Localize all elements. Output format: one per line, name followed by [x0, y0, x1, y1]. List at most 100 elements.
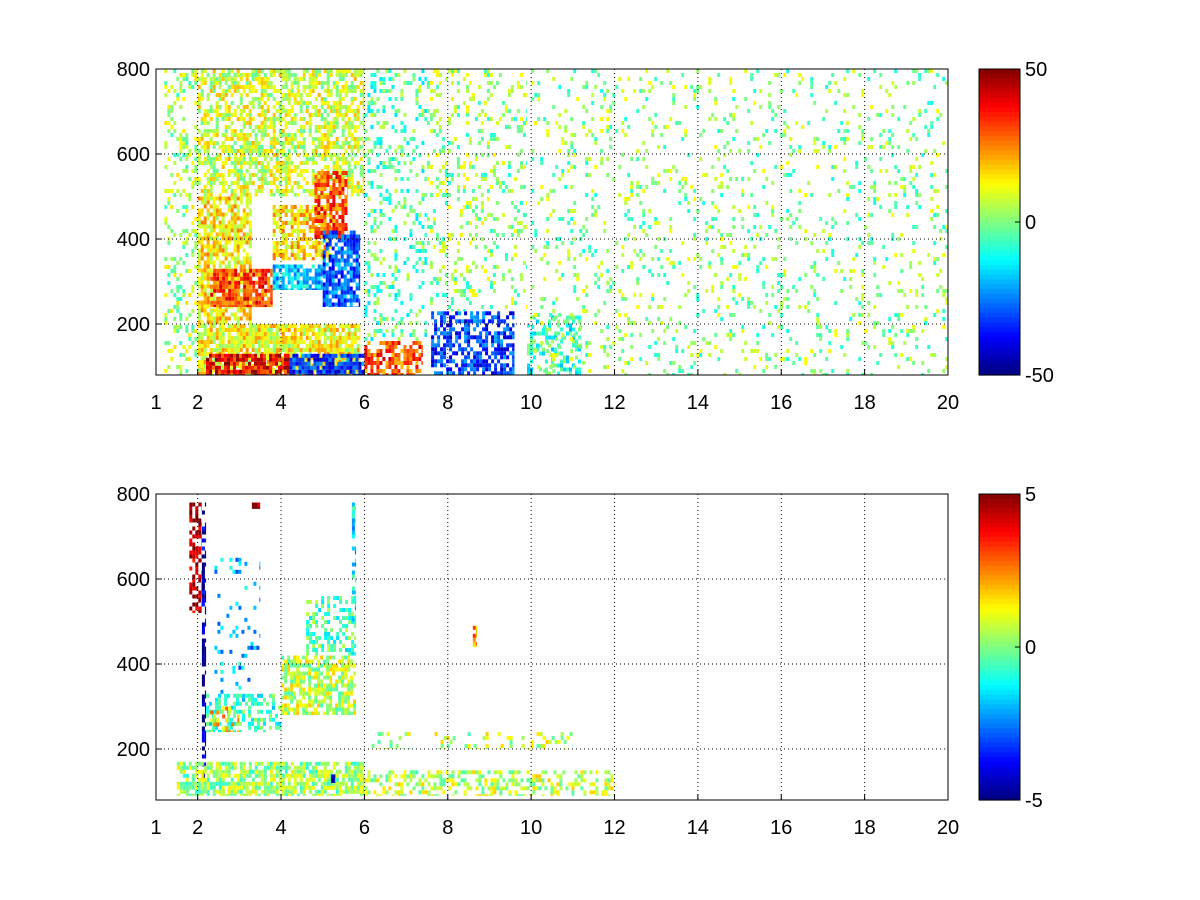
heatmap-cell: [261, 276, 265, 281]
heatmap-cell: [290, 284, 294, 289]
heatmap-cell: [260, 324, 264, 328]
heatmap-cell: [170, 85, 174, 89]
heatmap-cell: [182, 289, 186, 293]
heatmap-cell: [329, 89, 333, 93]
heatmap-cell: [284, 161, 288, 165]
heatmap-cell: [320, 241, 324, 245]
heatmap-cell: [263, 353, 266, 358]
heatmap-cell: [438, 149, 442, 153]
heatmap-cell: [536, 343, 539, 348]
heatmap-cell: [326, 324, 330, 328]
heatmap-cell: [176, 277, 180, 281]
heatmap-cell: [489, 133, 493, 137]
heatmap-cell: [212, 224, 216, 229]
heatmap-cell: [350, 149, 354, 153]
heatmap-cell: [239, 129, 243, 133]
heatmap-cell: [585, 81, 589, 85]
heatmap-cell: [364, 221, 368, 225]
heatmap-cell: [506, 323, 510, 328]
heatmap-cell: [295, 357, 299, 362]
heatmap-cell: [352, 369, 356, 374]
heatmap-cell: [343, 361, 347, 366]
heatmap-cell: [328, 274, 332, 279]
heatmap-cell: [314, 231, 318, 235]
heatmap-cell: [224, 101, 228, 105]
heatmap-cell: [221, 212, 225, 217]
heatmap-cell: [200, 69, 204, 73]
heatmap-cell: [219, 272, 223, 277]
heatmap-cell: [335, 89, 339, 93]
heatmap-cell: [248, 272, 252, 277]
heatmap-cell: [218, 336, 222, 340]
heatmap-cell: [358, 270, 361, 275]
heatmap-cell: [621, 293, 625, 297]
heatmap-cell: [512, 367, 515, 372]
heatmap-cell: [182, 293, 186, 297]
heatmap-cell: [403, 81, 407, 85]
heatmap-cell: [284, 241, 288, 245]
heatmap-cell: [316, 361, 320, 366]
heatmap-cell: [233, 220, 237, 225]
heatmap-cell: [560, 359, 563, 364]
heatmap-cell: [461, 371, 465, 376]
heatmap-cell: [239, 316, 243, 321]
heatmap-cell: [266, 340, 270, 344]
heatmap-cell: [230, 284, 234, 289]
heatmap-cell: [367, 149, 371, 153]
heatmap-cell: [429, 265, 433, 269]
heatmap-cell: [203, 308, 207, 313]
heatmap-cell: [296, 328, 300, 332]
heatmap-cell: [437, 359, 441, 364]
heatmap-cell: [200, 161, 204, 165]
heatmap-cell: [400, 177, 404, 181]
heatmap-cell: [364, 305, 368, 309]
heatmap-cell: [479, 335, 483, 340]
heatmap-cell: [316, 373, 320, 376]
heatmap-cell: [215, 117, 219, 121]
heatmap-cell: [367, 105, 371, 109]
heatmap-cell: [275, 89, 279, 93]
heatmap-cell: [353, 129, 357, 133]
heatmap-cell: [206, 244, 210, 249]
heatmap-cell: [200, 284, 204, 289]
heatmap-cell: [296, 340, 300, 344]
heatmap-cell: [221, 161, 225, 165]
heatmap-cell: [415, 101, 419, 105]
heatmap-cell: [251, 328, 255, 332]
heatmap-cell: [328, 369, 332, 374]
heatmap-cell: [364, 113, 368, 117]
heatmap-cell: [188, 85, 192, 89]
heatmap-cell: [215, 240, 219, 245]
heatmap-cell: [406, 189, 410, 193]
heatmap-cell: [504, 125, 508, 129]
heatmap-cell: [370, 185, 374, 189]
heatmap-cell: [239, 77, 243, 81]
heatmap-cell: [209, 340, 213, 344]
heatmap-cell: [317, 284, 321, 289]
heatmap-cell: [334, 250, 338, 255]
heatmap-cell: [254, 365, 257, 370]
heatmap-cell: [495, 181, 499, 185]
heatmap-cell: [486, 117, 490, 121]
heatmap-cell: [179, 273, 183, 277]
heatmap-cell: [257, 73, 261, 77]
heatmap-cell: [353, 324, 357, 328]
heatmap-cell: [275, 284, 279, 289]
heatmap-cell: [311, 69, 315, 73]
heatmap-cell: [317, 264, 321, 269]
heatmap-cell: [353, 125, 357, 129]
heatmap-cell: [455, 363, 459, 368]
heatmap-cell: [507, 269, 511, 273]
heatmap-cell: [287, 157, 291, 161]
heatmap-cell: [314, 249, 318, 253]
heatmap-cell: [197, 300, 201, 305]
heatmap-cell: [591, 213, 595, 217]
heatmap-cell: [308, 245, 312, 249]
heatmap-cell: [227, 153, 231, 157]
heatmap-cell: [311, 209, 315, 213]
heatmap-cell: [379, 353, 383, 357]
heatmap-cell: [510, 257, 514, 261]
heatmap-cell: [225, 300, 229, 305]
heatmap-cell: [323, 227, 327, 231]
heatmap-cell: [236, 353, 239, 358]
